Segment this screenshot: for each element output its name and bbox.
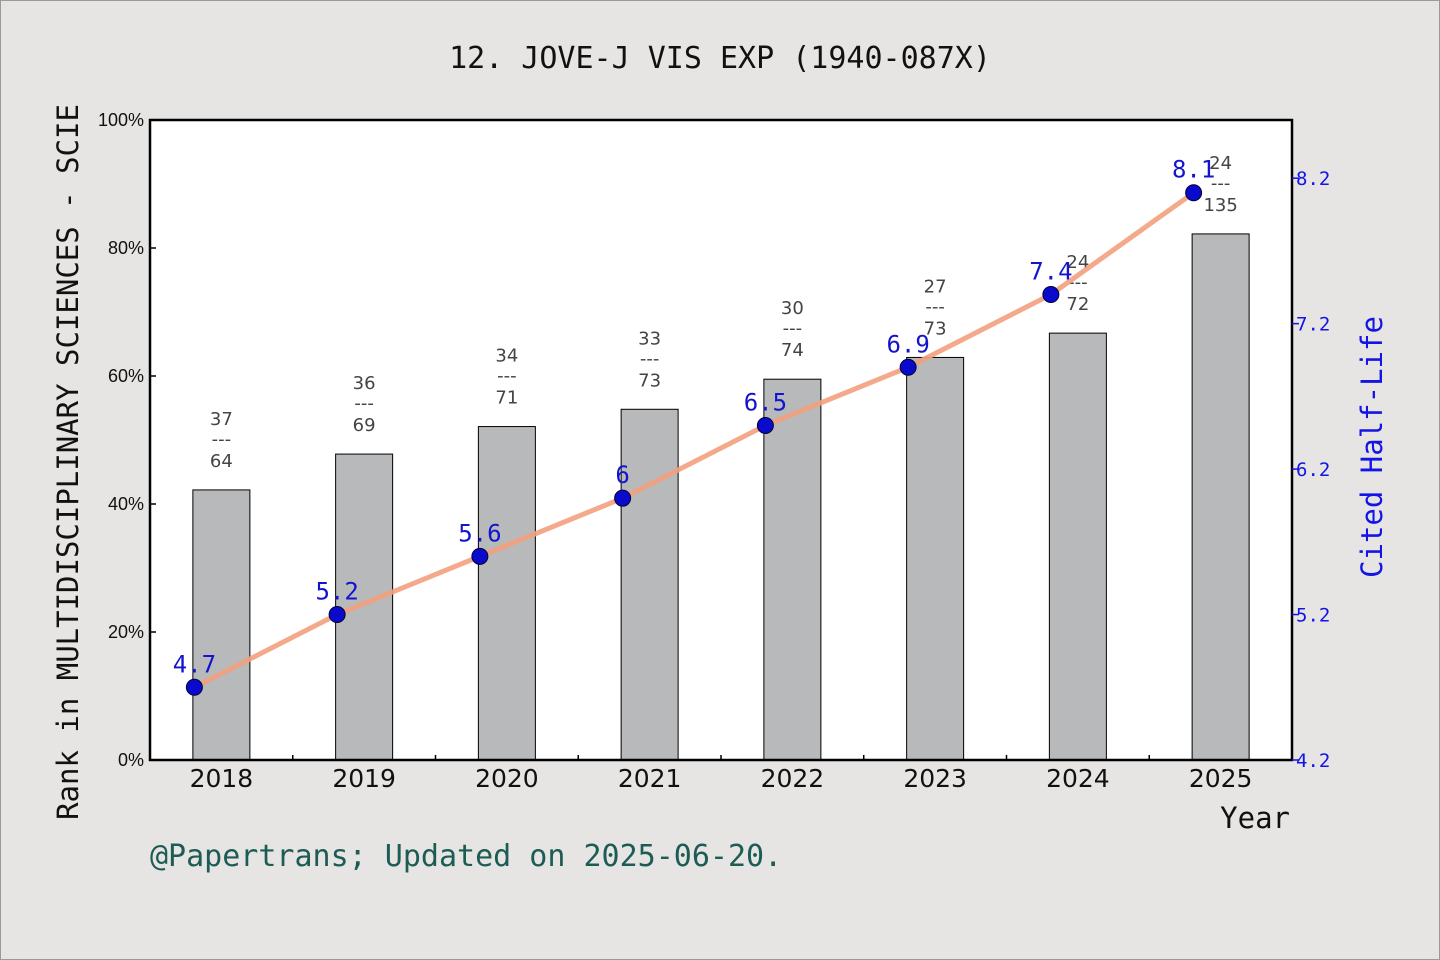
bar-2023 — [906, 356, 965, 761]
axes-layer: 0% 20% 40% 60% 80% 100% 4.2 5.2 6.2 7.2 8.2 2018 201… — [98, 110, 1330, 793]
bars-layer — [192, 233, 1250, 761]
rank-separator-2023: --- — [925, 296, 945, 317]
x-tick-label-2024: 2024 — [1046, 764, 1110, 793]
x-tick-label-2022: 2022 — [761, 764, 825, 793]
rank-label-2019: 36 — [353, 373, 376, 394]
x-tick-label-2019: 2019 — [332, 764, 396, 793]
rank-label-2024: 24 — [1066, 252, 1089, 273]
half-life-line-layer: 4.7 5.2 5.6 6 6.5 6.9 7.4 8.1 — [173, 156, 1215, 696]
y2-tick-label: 8.2 — [1296, 168, 1330, 190]
rank-label-2021: 33 — [638, 328, 661, 349]
x-tick-label-2020: 2020 — [475, 764, 539, 793]
rank-separator-2019: --- — [354, 393, 374, 414]
total-label-2021: 73 — [638, 370, 661, 391]
rank-separator-2025: --- — [1211, 173, 1231, 194]
y2-tick-label: 5.2 — [1296, 605, 1330, 627]
half-life-point-2020 — [471, 547, 489, 565]
half-life-label-2022: 6.5 — [744, 388, 787, 416]
y-tick-label: 80% — [108, 238, 144, 258]
y2-tick-label: 6.2 — [1296, 459, 1330, 481]
rank-label-2023: 27 — [924, 276, 947, 297]
total-label-2025: 135 — [1203, 195, 1237, 216]
half-life-point-2022 — [756, 416, 774, 434]
x-tick-label-2023: 2023 — [903, 764, 967, 793]
x-tick-label-2021: 2021 — [618, 764, 682, 793]
y-tick-label: 60% — [108, 366, 144, 386]
half-life-label-2021: 6 — [615, 461, 629, 489]
rank-separator-2020: --- — [497, 366, 517, 387]
half-life-label-2018: 4.7 — [173, 650, 216, 678]
half-life-label-2023: 6.9 — [886, 330, 929, 358]
rank-label-2018: 37 — [210, 409, 233, 430]
half-life-label-2025: 8.1 — [1172, 156, 1215, 184]
rank-label-2020: 34 — [495, 346, 518, 367]
total-label-2022: 74 — [781, 340, 804, 361]
y-tick-label: 0% — [118, 750, 144, 770]
x-tick-label-2025: 2025 — [1189, 764, 1253, 793]
bar-2019 — [335, 453, 394, 761]
plot-area — [150, 120, 1292, 760]
half-life-line — [191, 190, 1197, 690]
y-tick-label: 100% — [98, 110, 144, 130]
rank-label-2025: 24 — [1209, 153, 1232, 174]
y-tick-label: 20% — [108, 622, 144, 642]
chart-title: 12. JOVE-J VIS EXP (1940-087X) — [449, 41, 991, 76]
total-label-2019: 69 — [353, 415, 376, 436]
y2-axis-label: Cited Half-Life — [1355, 316, 1389, 578]
total-label-2024: 72 — [1066, 294, 1089, 315]
y2-tick-label: 4.2 — [1296, 750, 1330, 772]
y2-tick-label: 7.2 — [1296, 314, 1330, 336]
half-life-label-2024: 7.4 — [1029, 258, 1072, 286]
x-tick-label-2018: 2018 — [190, 764, 254, 793]
rank-separator-2021: --- — [640, 348, 660, 369]
credit-note: @Papertrans; Updated on 2025-06-20. — [150, 839, 782, 874]
half-life-point-2019 — [328, 606, 346, 624]
y-tick-label: 40% — [108, 494, 144, 514]
total-label-2020: 71 — [495, 388, 518, 409]
bar-2020 — [477, 426, 536, 761]
rank-separator-2022: --- — [783, 318, 803, 339]
half-life-point-2023 — [899, 358, 917, 376]
y-axis-label: Rank in MULTIDISCIPLINARY SCIENCES - SCI… — [51, 104, 85, 820]
half-life-point-2021 — [614, 489, 632, 507]
total-label-2023: 73 — [924, 318, 947, 339]
total-label-2018: 64 — [210, 451, 233, 472]
half-life-label-2019: 5.2 — [315, 578, 358, 606]
bar-2021 — [620, 408, 679, 761]
half-life-label-2020: 5.6 — [458, 519, 501, 547]
bar-2024 — [1048, 332, 1107, 761]
rank-label-2022: 30 — [781, 298, 804, 319]
bar-2022 — [763, 378, 822, 761]
bar-2025 — [1191, 233, 1250, 761]
x-axis-label: Year — [1220, 801, 1290, 835]
rank-separator-2018: --- — [212, 429, 232, 450]
bar-2018 — [192, 489, 251, 761]
rank-fraction-labels: 37---6436---6934---7133---7330---7427---… — [210, 153, 1238, 472]
half-life-point-2025 — [1185, 184, 1203, 202]
half-life-point-2018 — [185, 678, 203, 696]
half-life-point-2024 — [1042, 286, 1060, 304]
